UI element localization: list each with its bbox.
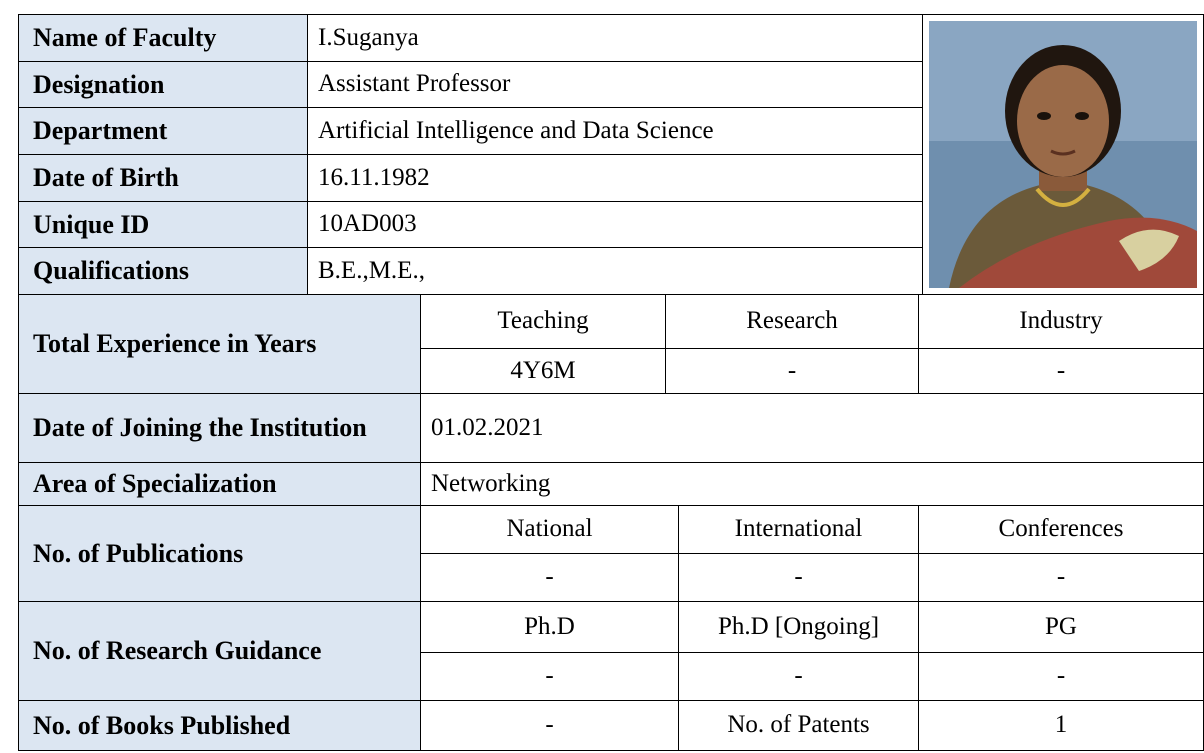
column-header: Ph.D: [420, 601, 679, 653]
column-value: -: [918, 553, 1204, 602]
column-header: Conferences: [918, 505, 1204, 554]
column-header: Research: [665, 294, 919, 349]
column-value: -: [678, 652, 919, 701]
column-value: -: [918, 652, 1204, 701]
column-value: 4Y6M: [420, 348, 666, 394]
column-value: -: [665, 348, 919, 394]
field-value: Assistant Professor: [307, 61, 923, 108]
field-label: Date of Joining the Institution: [18, 393, 421, 463]
group-label: No. of Research Guidance: [18, 601, 421, 701]
field-label: Name of Faculty: [18, 14, 308, 62]
field-value: 16.11.1982: [307, 154, 923, 202]
column-header: Ph.D [Ongoing]: [678, 601, 919, 653]
field-label: No. of Books Published: [18, 700, 421, 751]
field-label: Qualifications: [18, 247, 308, 295]
column-header: Industry: [918, 294, 1204, 349]
column-value: -: [420, 652, 679, 701]
column-header: PG: [918, 601, 1204, 653]
photo: [922, 14, 1204, 295]
field-value: 10AD003: [307, 201, 923, 248]
field-value: Networking: [420, 462, 1204, 506]
field-label: Unique ID: [18, 201, 308, 248]
field-label: Date of Birth: [18, 154, 308, 202]
column-header: National: [420, 505, 679, 554]
field-label: Area of Specialization: [18, 462, 421, 506]
column-header: International: [678, 505, 919, 554]
column-value: -: [918, 348, 1204, 394]
field-value: -: [420, 700, 679, 751]
field-value: I.Suganya: [307, 14, 923, 62]
field-label: No. of Patents: [678, 700, 919, 751]
field-value: B.E.,M.E.,: [307, 247, 923, 295]
field-label: Department: [18, 107, 308, 155]
group-label: Total Experience in Years: [18, 294, 421, 394]
group-label: No. of Publications: [18, 505, 421, 602]
field-value: Artificial Intelligence and Data Science: [307, 107, 923, 155]
column-value: -: [678, 553, 919, 602]
field-label: Designation: [18, 61, 308, 108]
column-value: -: [420, 553, 679, 602]
field-value: 1: [918, 700, 1204, 751]
photo-image: [929, 21, 1197, 288]
column-header: Teaching: [420, 294, 666, 349]
field-value: 01.02.2021: [420, 393, 1204, 463]
